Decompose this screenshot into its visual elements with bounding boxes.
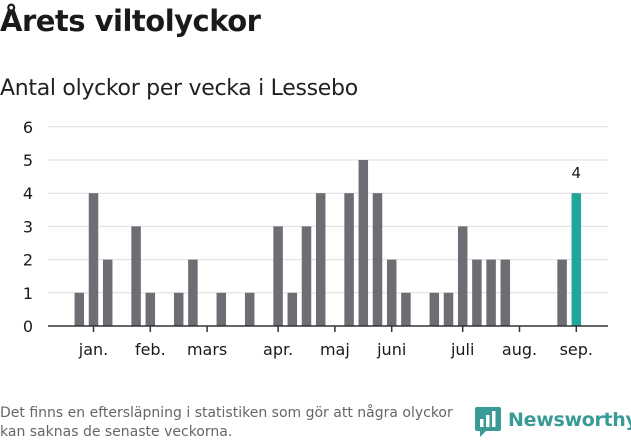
y-tick-label: 1 [23,284,33,303]
bar [188,259,198,326]
bar [244,292,255,326]
bar [74,292,85,326]
bar [372,193,383,326]
x-tick-label: apr. [263,340,293,359]
x-tick-label: aug. [502,340,537,359]
bar [88,193,99,326]
x-tick-label: sep. [560,340,593,359]
x-tick-label: feb. [135,340,166,359]
bar [344,193,354,326]
bar [102,259,113,326]
bar [315,193,326,326]
bar [557,259,567,326]
y-tick-label: 0 [23,317,33,336]
x-tick-label: juli [450,340,474,359]
bar [429,292,440,326]
bar [457,226,468,326]
bar [131,226,141,326]
y-tick-label: 4 [23,184,33,203]
bar-chart: 0 1 2 3 4 5 6 4 jan. feb. mars apr. maj juni juli aug. s… [23,118,608,359]
x-tick-label: jan. [78,340,108,359]
brand[interactable]: Newsworthy [474,406,631,440]
y-tick-label: 2 [23,251,33,270]
y-tick-label: 6 [23,118,33,137]
bar [401,292,411,326]
data-label: 4 [572,164,582,182]
x-tick-label: maj [320,340,350,359]
bar [173,292,184,326]
chart-subtitle: Antal olyckor per vecka i Lessebo [0,76,358,101]
bar [386,259,397,326]
bar-highlight [571,193,582,326]
footnote: Det finns en eftersläpning i statistiken… [0,405,453,440]
chart-title: Årets viltolyckor [0,4,261,38]
bar [500,259,511,326]
x-tick-label: juni [376,340,406,359]
y-tick-label: 5 [23,151,33,170]
x-tick-label: mars [187,340,227,359]
bar [472,259,482,326]
bar [486,259,496,326]
brand-name: Newsworthy [508,409,631,431]
bar [301,226,312,326]
bar [216,292,227,326]
bar [443,292,454,326]
bar [273,226,283,326]
y-tick-label: 3 [23,217,33,236]
bar [358,160,369,326]
newsworthy-logo-icon [475,407,501,437]
bar [145,292,156,326]
bar [287,292,298,326]
